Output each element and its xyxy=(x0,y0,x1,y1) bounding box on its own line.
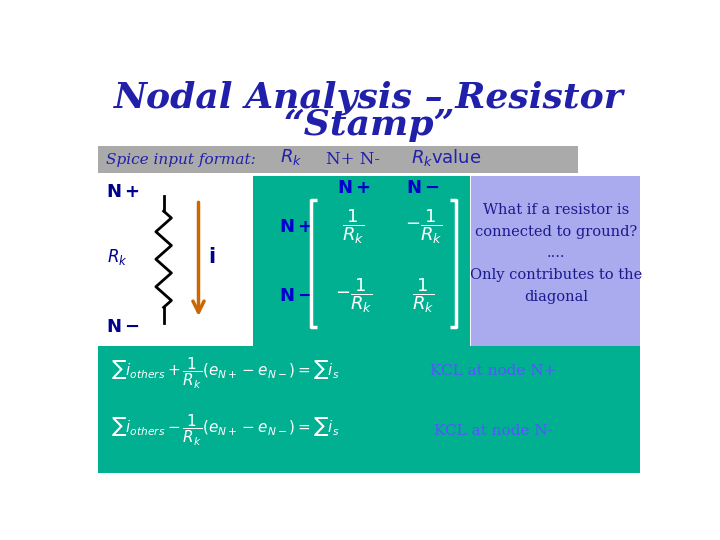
Text: $\sum i_{others} - \dfrac{1}{R_k}(e_{N+} - e_{N-}) = \sum i_s$: $\sum i_{others} - \dfrac{1}{R_k}(e_{N+}… xyxy=(112,413,340,448)
Text: $R_k$: $R_k$ xyxy=(107,247,127,267)
Bar xyxy=(98,146,578,173)
Text: $\mathbf{N-}$: $\mathbf{N-}$ xyxy=(106,318,139,335)
Text: $\sum i_{others} + \dfrac{1}{R_k}(e_{N+} - e_{N-}) = \sum i_s$: $\sum i_{others} + \dfrac{1}{R_k}(e_{N+}… xyxy=(112,355,340,390)
Text: $\mathbf{i}$: $\mathbf{i}$ xyxy=(208,247,215,267)
Text: $\mathbf{N+}$: $\mathbf{N+}$ xyxy=(279,218,312,235)
Text: KCL at node N-: KCL at node N- xyxy=(433,423,552,437)
Text: $\mathbf{N-}$: $\mathbf{N-}$ xyxy=(279,287,312,305)
Text: “Stamp”: “Stamp” xyxy=(284,108,454,142)
Bar xyxy=(472,177,640,346)
Text: $R_k\mathrm{value}$: $R_k\mathrm{value}$ xyxy=(411,147,482,168)
Text: $R_k$: $R_k$ xyxy=(280,147,302,167)
Bar xyxy=(98,346,640,473)
Text: $\dfrac{1}{R_k}$: $\dfrac{1}{R_k}$ xyxy=(342,207,364,246)
Bar xyxy=(253,177,469,346)
Text: What if a resistor is
connected to ground?
....
Only contributes to the
diagonal: What if a resistor is connected to groun… xyxy=(469,203,642,304)
Text: $\mathbf{N+}$: $\mathbf{N+}$ xyxy=(106,183,139,201)
Text: $\mathbf{N+}$: $\mathbf{N+}$ xyxy=(337,179,370,197)
Text: Spice input format:: Spice input format: xyxy=(106,152,256,166)
Text: KCL at node N+: KCL at node N+ xyxy=(430,364,556,378)
Text: N+ N-: N+ N- xyxy=(326,151,380,168)
Text: $\mathbf{N-}$: $\mathbf{N-}$ xyxy=(406,179,440,197)
Text: $-\dfrac{1}{R_k}$: $-\dfrac{1}{R_k}$ xyxy=(405,207,442,246)
Text: Nodal Analysis – Resistor: Nodal Analysis – Resistor xyxy=(114,80,624,115)
Text: $\dfrac{1}{R_k}$: $\dfrac{1}{R_k}$ xyxy=(412,276,434,315)
Text: $-\dfrac{1}{R_k}$: $-\dfrac{1}{R_k}$ xyxy=(335,276,372,315)
